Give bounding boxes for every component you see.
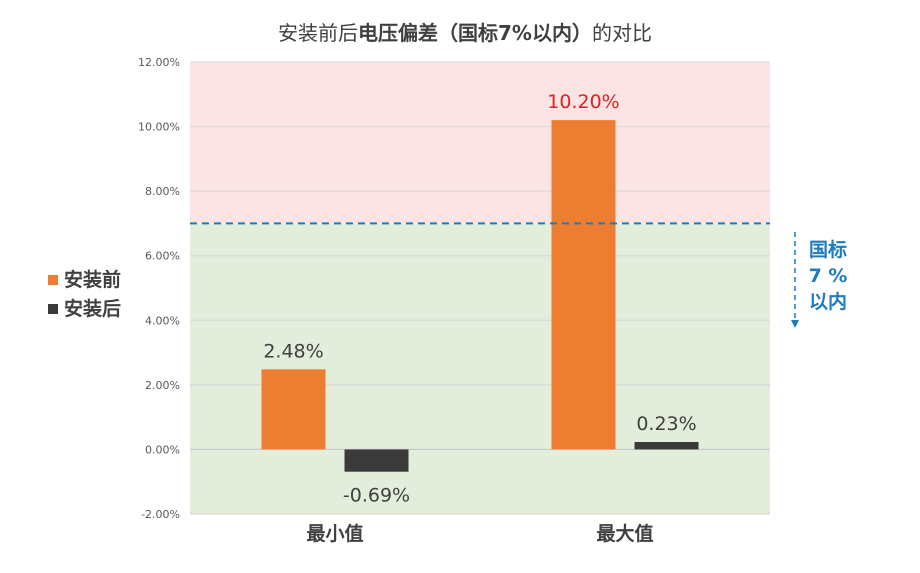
category-label: 最大值	[596, 522, 653, 545]
threshold-annotation: 7 %	[809, 265, 848, 287]
legend-swatch	[48, 304, 58, 314]
data-label: 0.23%	[636, 413, 696, 435]
legend-swatch	[48, 275, 58, 285]
data-label: 10.20%	[547, 91, 619, 113]
legend-label: 安装后	[64, 297, 121, 320]
chart-title: 安装前后电压偏差（国标7%以内）的对比	[278, 21, 652, 45]
legend-label: 安装前	[64, 268, 121, 291]
threshold-arrow-head	[791, 320, 799, 328]
y-tick-label: 2.00%	[145, 379, 180, 392]
chart-title-part: 的对比	[592, 21, 652, 45]
y-tick-label: 0.00%	[145, 443, 180, 456]
bar-after-0	[344, 449, 409, 472]
y-tick-label: -2.00%	[141, 508, 180, 521]
y-tick-label: 6.00%	[145, 250, 180, 263]
category-label: 最小值	[306, 522, 363, 545]
bar-before-0	[261, 369, 326, 450]
y-tick-label: 10.00%	[138, 121, 180, 134]
data-label: -0.69%	[343, 485, 410, 507]
bar-after-1	[634, 442, 699, 450]
y-tick-label: 8.00%	[145, 185, 180, 198]
bar-before-1	[551, 120, 616, 450]
chart-title-part: 电压偏差（国标7%以内）	[358, 21, 592, 45]
threshold-annotation: 国标	[809, 239, 847, 261]
band-below-threshold	[190, 223, 770, 514]
y-tick-label: 12.00%	[138, 56, 180, 69]
chart-title-part: 安装前后	[278, 21, 358, 45]
band-above-threshold	[190, 62, 770, 224]
data-label: 2.48%	[263, 340, 323, 362]
y-tick-label: 4.00%	[145, 314, 180, 327]
threshold-annotation: 以内	[809, 290, 847, 313]
